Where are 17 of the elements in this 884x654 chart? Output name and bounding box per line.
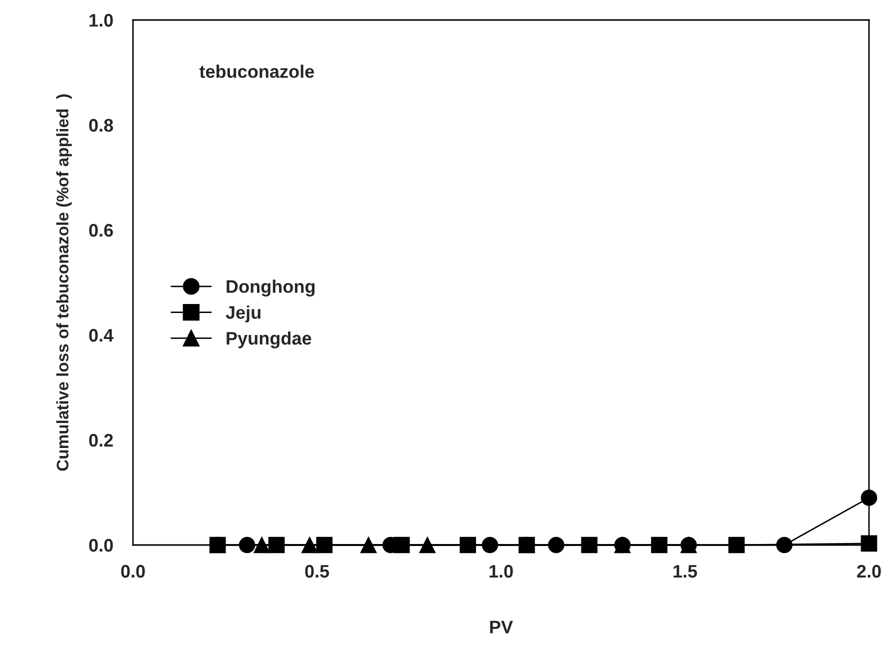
- y-tick-label: 0.0: [89, 538, 113, 552]
- y-tick-label: 0.4: [89, 328, 114, 342]
- x-tick-label: 1.5: [674, 565, 698, 578]
- x-axis-title: PV: [490, 620, 513, 634]
- x-tick-label: 2.0: [857, 564, 881, 578]
- y-tick-label: 0.6: [89, 224, 113, 237]
- y-axis-title: Cumulative loss of tebuconazole (%of applied ): [56, 94, 72, 471]
- y-tick-label: 1.0: [90, 14, 113, 27]
- x-tick-label: 0.5: [305, 564, 330, 578]
- y-tick-label: 0.2: [89, 434, 113, 447]
- annotation: tebuconazole: [199, 64, 314, 78]
- x-tick-label: 0.0: [121, 564, 145, 578]
- legend-label: Pyungdae: [226, 331, 312, 348]
- y-tick-label: 0.8: [89, 118, 114, 132]
- legend-label: Jeju: [226, 306, 260, 322]
- x-tick-label: 1.0: [490, 564, 513, 578]
- legend-label: Donghong: [226, 280, 315, 297]
